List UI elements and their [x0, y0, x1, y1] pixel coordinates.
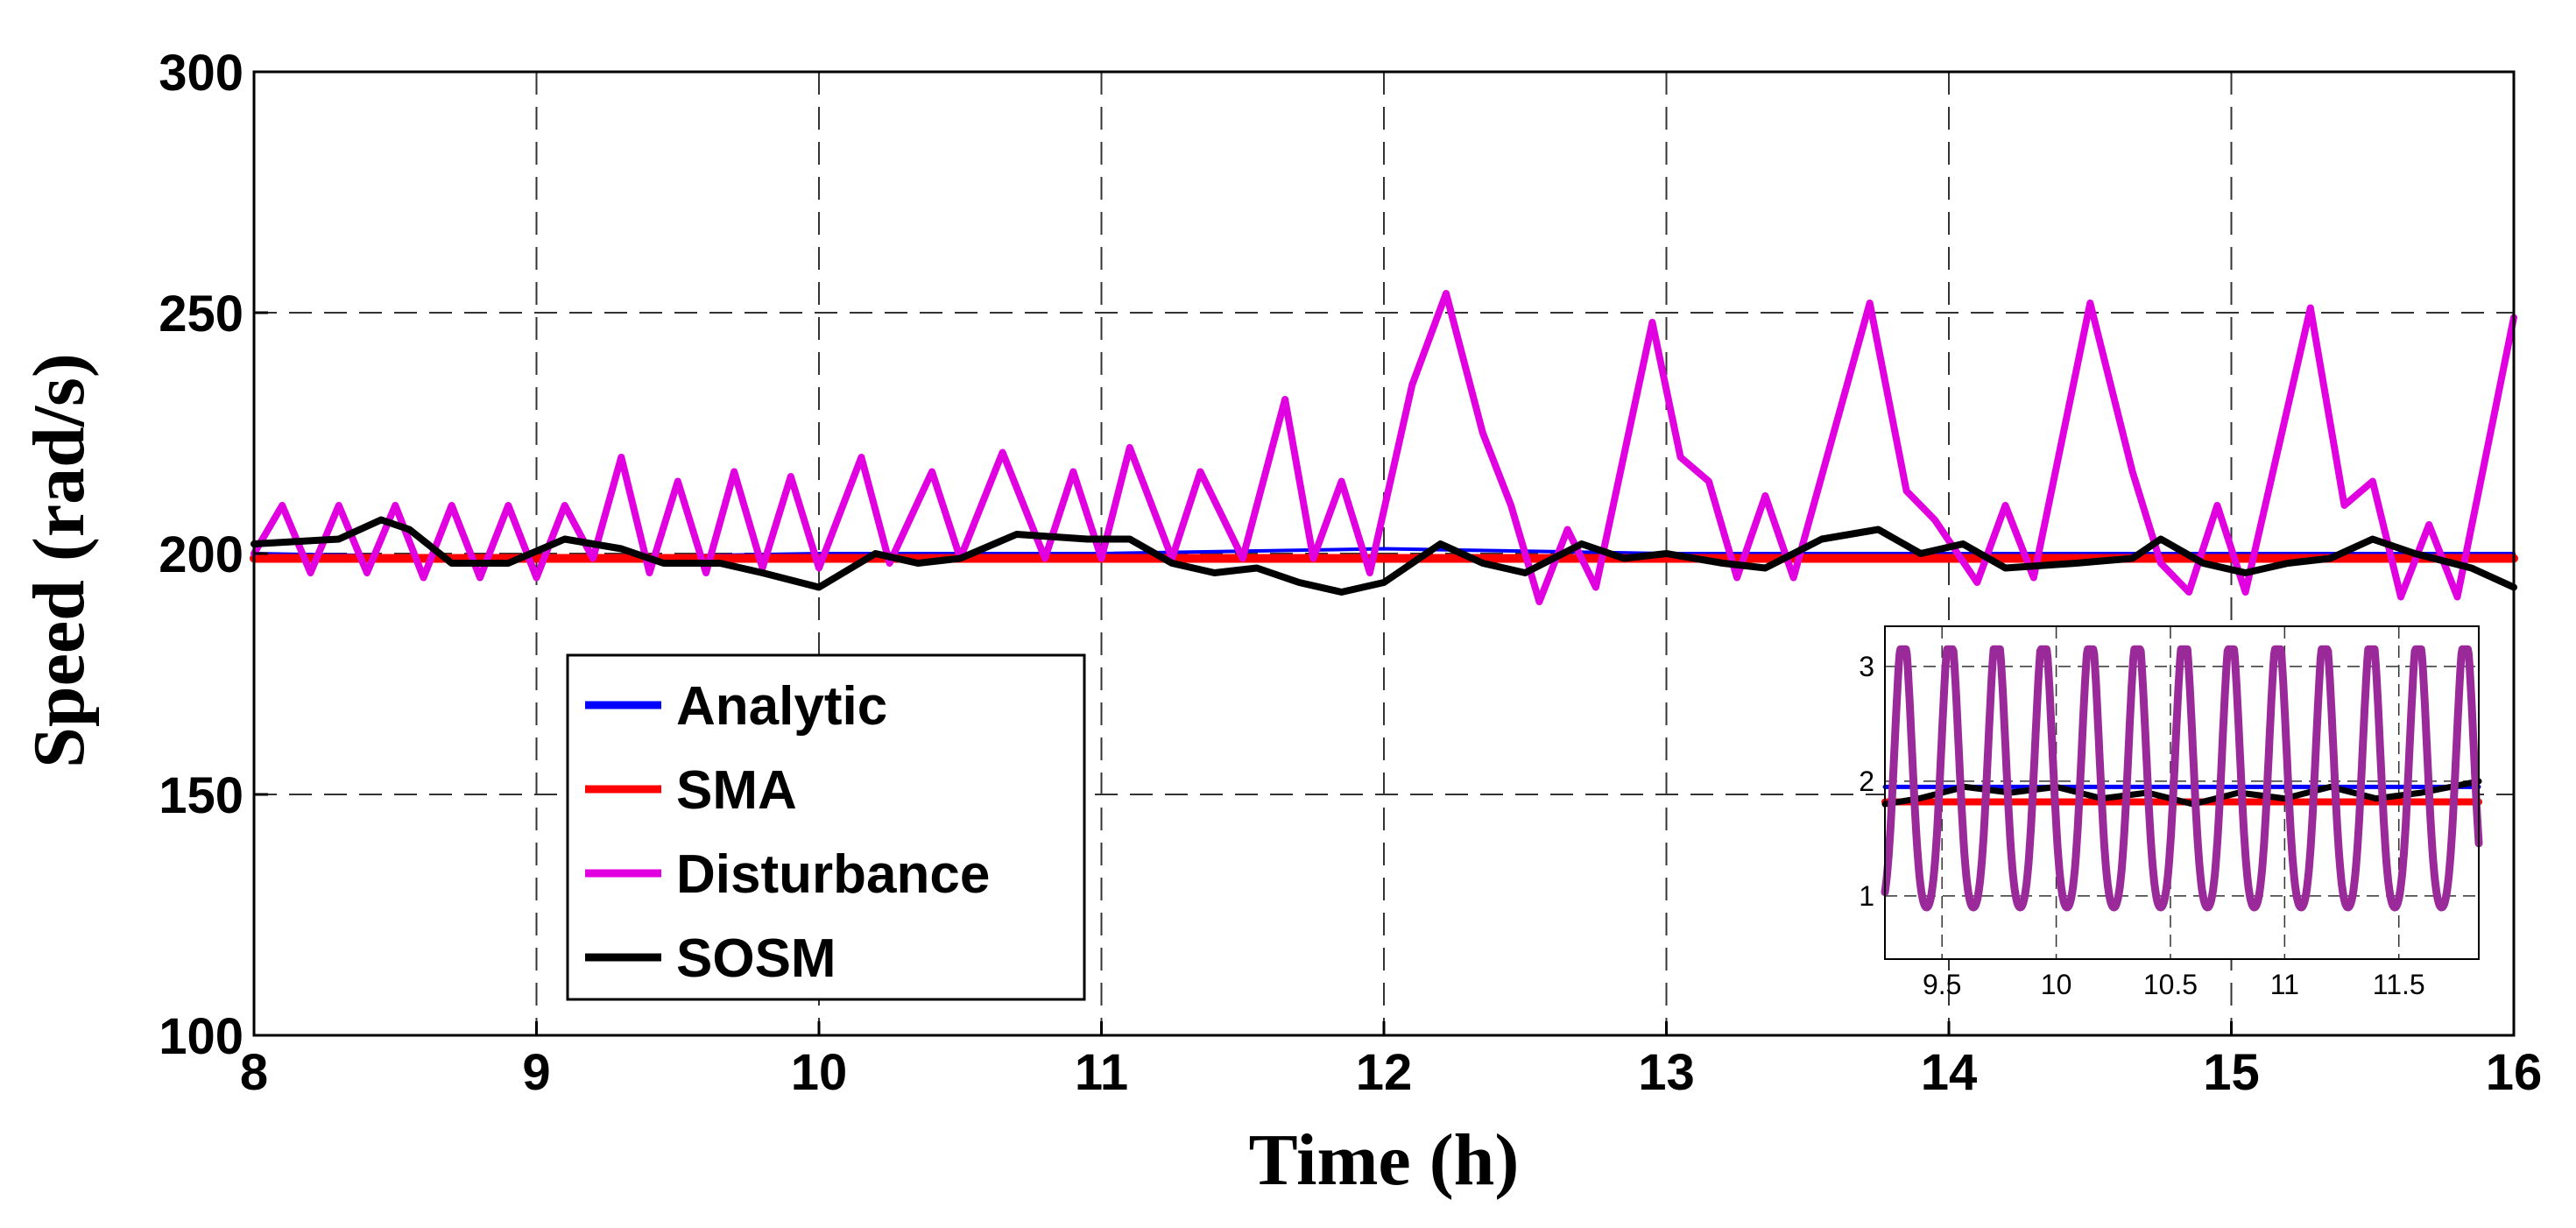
grid-lines: [254, 72, 2514, 1035]
legend: Analytic SMA Disturbance SOSM: [566, 653, 1086, 1001]
series-line-sosm: [251, 516, 2517, 596]
x-tick-label: 11: [1075, 1044, 1128, 1101]
x-tick-label: 15: [2203, 1044, 2260, 1101]
legend-box: [566, 653, 1086, 1001]
x-tick-label: 10: [791, 1044, 848, 1101]
inset-x-ticks: 9.5 10 10.5 11 11.5: [1923, 969, 2425, 1000]
inset-y-tick-label: 3: [1859, 651, 1874, 682]
inset-chart: 9.5 10 10.5 11 11.5 1 2 3: [1859, 625, 2483, 1000]
y-tick-label: 250: [159, 286, 243, 342]
inset-x-tick-label: 10.5: [2143, 969, 2198, 1000]
x-tick-label: 12: [1356, 1044, 1413, 1101]
x-tick-label: 16: [2486, 1044, 2543, 1101]
legend-label-sosm: SOSM: [676, 928, 836, 989]
y-axis-title: Speed (rad/s): [18, 353, 100, 768]
series-line-disturbance: [251, 290, 2517, 605]
legend-label-analytic: Analytic: [676, 676, 887, 737]
x-axis-ticks: 8 9 10 11 12 13 14 15 16: [240, 1021, 2542, 1101]
x-axis-title: Time (h): [1249, 1119, 1520, 1201]
legend-label-sma: SMA: [676, 760, 797, 821]
inset-series-line-disturbance: [1881, 645, 2483, 912]
inset-y-tick-label: 1: [1859, 880, 1874, 912]
inset-frame: [1884, 625, 2480, 960]
legend-label-disturbance: Disturbance: [676, 844, 990, 905]
inset-x-tick-label: 11.5: [2373, 969, 2425, 1000]
y-tick-label: 200: [159, 526, 243, 583]
series-group: [250, 290, 2518, 605]
inset-series-group: [1881, 645, 2483, 912]
y-tick-label: 150: [159, 767, 243, 824]
legend-items: Analytic SMA Disturbance SOSM: [585, 676, 990, 989]
x-tick-label: 13: [1638, 1044, 1695, 1101]
inset-x-tick-label: 10: [2041, 969, 2072, 1000]
y-tick-label: 100: [159, 1008, 243, 1065]
y-tick-label: 300: [159, 45, 243, 102]
inset-x-tick-label: 11: [2270, 969, 2299, 1000]
inset-y-tick-label: 2: [1859, 766, 1874, 797]
x-tick-label: 14: [1921, 1044, 1978, 1101]
inset-y-ticks: 1 2 3: [1859, 651, 1874, 912]
x-tick-label: 8: [240, 1044, 268, 1101]
x-tick-label: 9: [522, 1044, 550, 1101]
y-axis-ticks: 100 150 200 250 300: [159, 45, 268, 1065]
inset-x-tick-label: 9.5: [1923, 969, 1961, 1000]
